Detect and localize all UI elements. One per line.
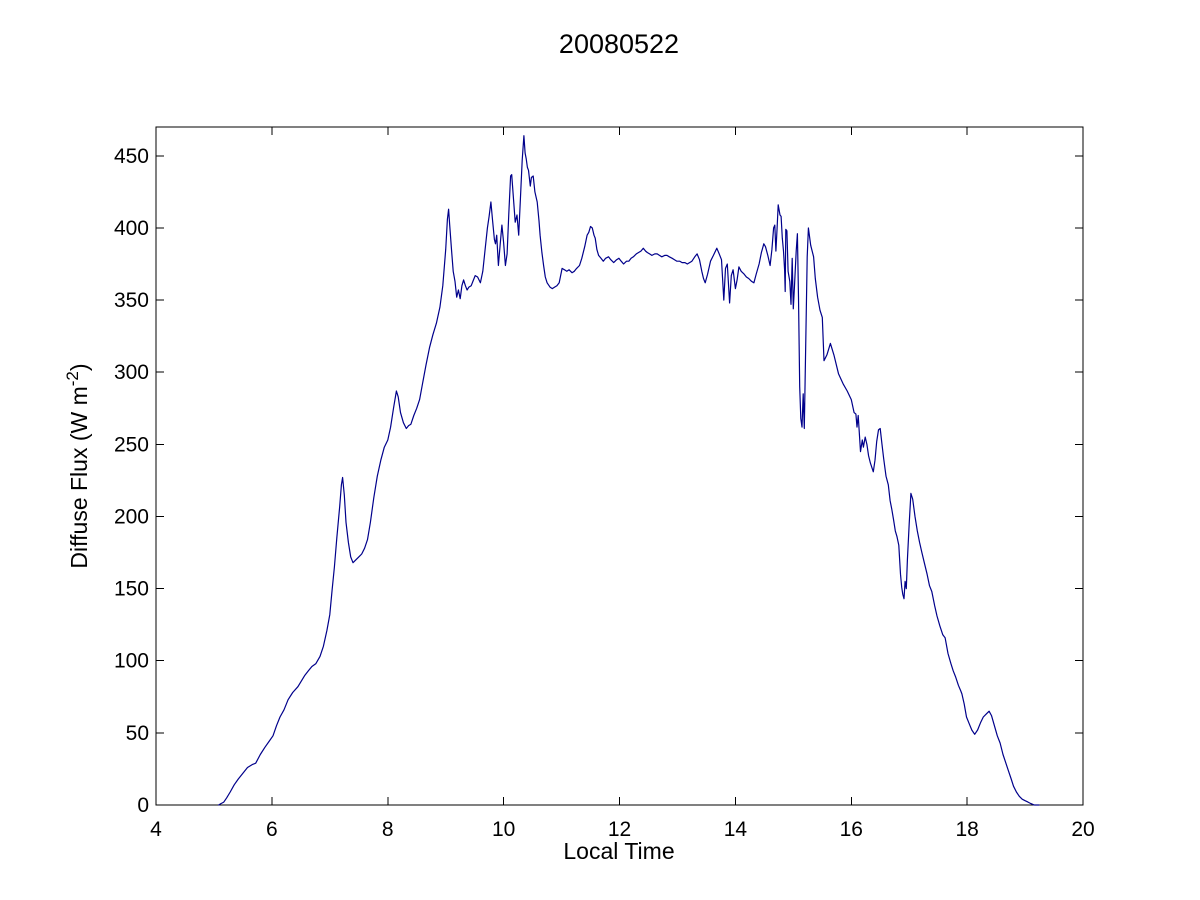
x-tick-label: 8 xyxy=(382,818,394,841)
x-tick-label: 14 xyxy=(724,818,748,841)
y-tick-label: 150 xyxy=(114,578,149,601)
y-tick-label: 0 xyxy=(137,794,149,817)
y-axis-label-close: ) xyxy=(66,363,92,371)
x-tick-label: 12 xyxy=(608,818,631,841)
chart-title: 20080522 xyxy=(559,29,679,59)
y-axis-label-superscript: -2 xyxy=(63,371,82,386)
plot-area xyxy=(155,126,1084,806)
y-tick-label: 50 xyxy=(126,722,149,745)
y-axis-label-main: Diffuse Flux (W m xyxy=(66,386,92,568)
y-tick-label: 250 xyxy=(114,433,149,456)
x-tick-label: 16 xyxy=(840,818,863,841)
y-tick-label: 400 xyxy=(114,217,149,240)
x-tick-label: 18 xyxy=(955,818,978,841)
y-tick-label: 300 xyxy=(114,361,149,384)
y-tick-label: 450 xyxy=(114,145,149,168)
x-tick-label: 6 xyxy=(266,818,278,841)
y-tick-labels: 0 50 100 150 200 250 300 350 400 450 xyxy=(114,145,149,817)
y-tick-label: 200 xyxy=(114,505,149,528)
x-tick-label: 20 xyxy=(1071,818,1094,841)
axis-ticks xyxy=(155,127,1084,806)
diffuse-flux-line xyxy=(218,135,1040,806)
x-tick-label: 4 xyxy=(150,818,162,841)
y-tick-label: 100 xyxy=(114,650,149,673)
x-axis-label: Local Time xyxy=(563,838,674,864)
y-axis-label: Diffuse Flux (W m-2) xyxy=(63,363,92,568)
x-tick-label: 10 xyxy=(492,818,515,841)
y-tick-label: 350 xyxy=(114,289,149,312)
x-tick-labels: 4 6 8 10 12 14 16 18 20 xyxy=(150,818,1095,841)
